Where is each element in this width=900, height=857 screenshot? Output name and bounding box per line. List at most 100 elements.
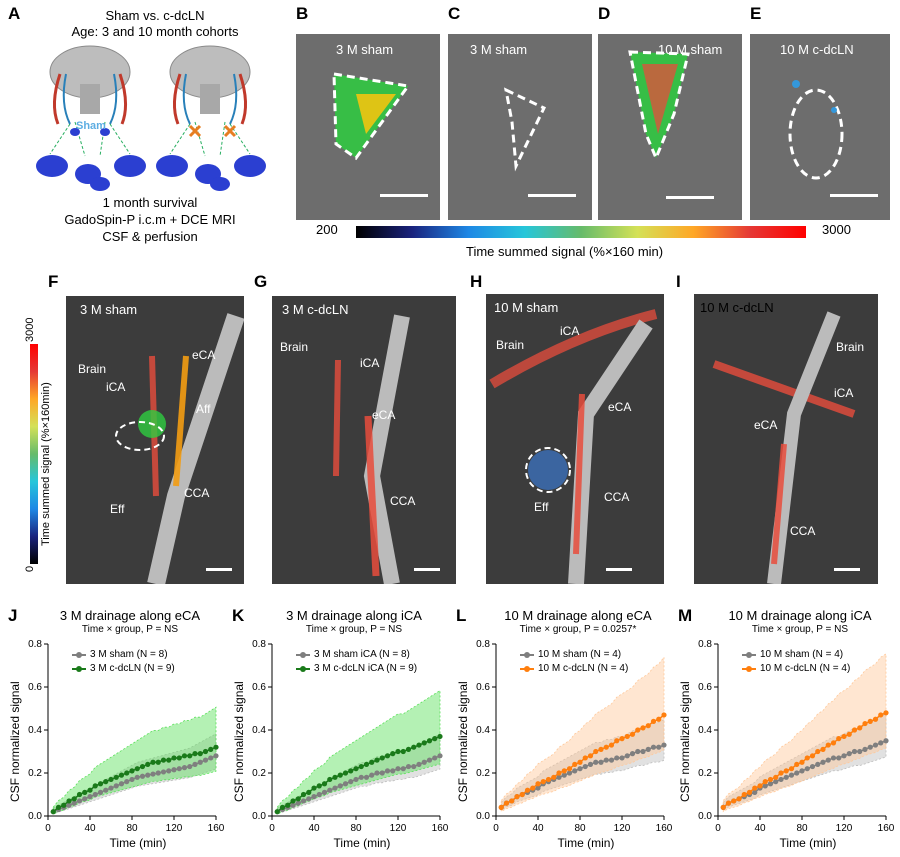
data-point [321, 781, 328, 787]
data-point [540, 779, 546, 785]
data-point [650, 718, 657, 724]
data-point [166, 757, 172, 763]
data-point [118, 781, 125, 787]
data-point [841, 753, 847, 759]
data-point [279, 804, 286, 810]
vessel-map-h [489, 309, 658, 584]
data-point [783, 768, 789, 774]
x-axis-label: Time (min) [557, 836, 615, 850]
data-point [498, 804, 504, 810]
data-point [92, 783, 98, 789]
legend-swatch [742, 651, 756, 659]
x-tick-label: 40 [84, 823, 96, 834]
data-point [883, 738, 889, 744]
chart-subtitle: Time × group, P = NS [305, 624, 403, 635]
data-point [290, 798, 296, 804]
legend-entry: 10 M c-dcLN (N = 4) [742, 662, 850, 676]
label-aff: Aff [196, 402, 211, 416]
data-point [139, 773, 146, 779]
data-point [577, 766, 583, 772]
colorbar-min: 200 [316, 222, 338, 237]
data-point [103, 779, 109, 785]
data-point [545, 776, 552, 783]
y-tick-label: 0.0 [252, 811, 266, 822]
y-tick-label: 0.0 [698, 811, 712, 822]
data-point [311, 794, 317, 800]
chart-subtitle: Time × group, P = NS [81, 624, 179, 635]
colorbar-v-label: Time summed signal (%×160min) [40, 382, 52, 546]
image-d: 10 M sham [598, 34, 742, 220]
data-point [348, 768, 354, 774]
image-h: 10 M sham Brain iCA eCA Eff CCA [486, 294, 664, 584]
data-point [108, 785, 114, 791]
label-eca: eCA [608, 400, 632, 414]
panel-label-a: A [8, 4, 21, 23]
data-point [572, 768, 578, 774]
chart-legend: 10 M sham (N = 4) 10 M c-dcLN (N = 4) [742, 648, 850, 676]
data-point [369, 772, 375, 778]
data-point [872, 716, 879, 722]
panel-label-m: M [678, 606, 693, 625]
legend-label: 10 M c-dcLN (N = 4) [538, 663, 629, 674]
data-point [846, 731, 852, 737]
x-tick-label: 0 [493, 823, 499, 834]
data-point [635, 727, 641, 733]
data-point [762, 779, 768, 785]
data-point [619, 736, 625, 742]
sham-tag: Sham [76, 120, 106, 132]
data-point [731, 798, 737, 804]
data-point [725, 800, 732, 806]
confidence-band [500, 718, 665, 812]
data-point [857, 725, 863, 731]
x-tick-label: 120 [836, 823, 853, 834]
y-tick-label: 0.6 [476, 682, 490, 693]
legend-label: 3 M sham iCA (N = 8) [314, 649, 410, 660]
panel-label-d: D [598, 4, 611, 23]
y-tick-label: 0.8 [28, 639, 42, 650]
data-point [809, 763, 816, 770]
label-ica: iCA [360, 356, 380, 370]
data-point [321, 789, 328, 795]
data-point [416, 761, 422, 767]
x-axis-label: Time (min) [779, 836, 837, 850]
data-point [878, 712, 884, 718]
data-point [757, 783, 763, 789]
panel-label-f: F [48, 272, 59, 291]
confidence-band [500, 656, 665, 813]
panel-a-line2: Age: 3 and 10 month cohorts [71, 24, 239, 39]
label-eca: eCA [754, 418, 778, 432]
data-point [176, 766, 182, 772]
chart-subtitle: Time × group, P = NS [751, 624, 849, 635]
panel-a-measure: CSF & perfusion [102, 229, 198, 244]
heatmap-b [332, 72, 411, 161]
data-point [316, 791, 322, 798]
data-point [883, 710, 889, 716]
data-point [556, 774, 562, 780]
data-point [841, 733, 847, 740]
confidence-band [722, 653, 887, 813]
image-e-label: 10 M c-dcLN [780, 42, 854, 57]
data-point [815, 761, 821, 767]
data-point [426, 738, 433, 744]
data-point [836, 736, 842, 742]
data-point [327, 787, 333, 793]
line-chart-l: 10 M drainage along eCA Time × group, P =… [456, 604, 678, 856]
data-point [187, 753, 193, 759]
chart-plot: 0 40 80 120 160 0.0 0.2 0.4 0.6 0.8 [698, 639, 895, 834]
data-point [432, 736, 438, 742]
image-i-title: 10 M c-dcLN [700, 300, 774, 315]
data-point [118, 772, 125, 778]
data-point [92, 791, 98, 798]
data-point [736, 796, 742, 802]
data-point [390, 751, 396, 757]
data-point [160, 757, 167, 763]
data-point [551, 774, 557, 780]
legend-swatch [72, 665, 86, 673]
data-point [400, 766, 406, 772]
data-point [773, 774, 779, 780]
data-point [614, 755, 620, 761]
data-point [66, 798, 72, 804]
data-point [624, 753, 630, 759]
image-f-title: 3 M sham [80, 302, 138, 317]
data-point [342, 781, 349, 787]
